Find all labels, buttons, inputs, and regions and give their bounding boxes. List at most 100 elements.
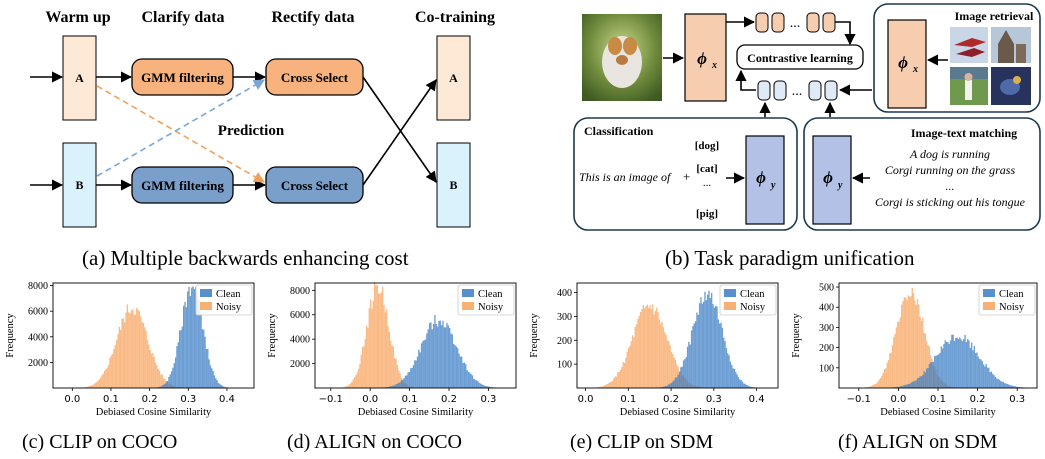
histogram-bar xyxy=(875,383,878,388)
histogram-bar xyxy=(373,282,376,388)
histogram-bar xyxy=(453,343,455,388)
image-text-matching-title: Image-text matching xyxy=(911,126,1017,140)
histogram-bar xyxy=(145,330,147,388)
histogram-bar xyxy=(901,304,903,388)
histogram-bar xyxy=(872,385,874,388)
histogram-bar xyxy=(955,337,957,388)
histogram-bar xyxy=(910,382,912,388)
histogram-bar xyxy=(158,370,161,388)
histogram-bar xyxy=(978,358,981,388)
feature-cell xyxy=(757,80,771,101)
histogram-bar xyxy=(883,369,886,388)
y-tick-label: 8000 xyxy=(290,286,310,297)
histogram-bar xyxy=(203,329,205,388)
histogram-bar xyxy=(729,361,732,388)
histogram-bar xyxy=(394,357,396,388)
histogram-bar xyxy=(902,300,904,388)
histogram-bar xyxy=(704,291,706,388)
histogram-bar xyxy=(941,348,944,388)
histogram-bar xyxy=(728,355,730,388)
stage-label-cotraining: Co-training xyxy=(415,9,495,26)
histogram-bar xyxy=(94,383,96,388)
histogram-bar xyxy=(902,385,904,388)
phi-y-matching-symbol: ϕ xyxy=(823,168,833,187)
histogram-bar xyxy=(959,337,961,388)
histogram-bar xyxy=(169,374,171,388)
histogram-bar xyxy=(427,329,429,388)
y-tick-label: 8000 xyxy=(28,281,48,292)
histogram-bar xyxy=(607,383,610,388)
histogram-bar xyxy=(985,364,987,388)
cross-select-label-bottom: Cross Select xyxy=(281,178,349,193)
caption-e: (e) CLIP on SDM xyxy=(570,431,714,453)
histogram-bar xyxy=(465,364,467,388)
histogram-bar xyxy=(868,386,870,388)
histogram-bar xyxy=(609,382,611,388)
phi-y-subscript: y xyxy=(770,180,776,191)
x-tick-label: 0.3 xyxy=(180,394,196,405)
histogram-bar xyxy=(396,364,399,388)
histogram-bar xyxy=(361,346,364,388)
histogram-bar xyxy=(945,341,948,388)
gmm-label-bottom: GMM filtering xyxy=(141,178,224,193)
histogram-bar xyxy=(454,345,456,388)
histogram-bar xyxy=(650,308,653,388)
histogram-bar xyxy=(940,346,942,388)
histogram-f: −0.1 0.0 0.1 0.2 0.3 100 200 300 400 500 Debiased … xyxy=(791,283,1038,418)
histogram-bar xyxy=(137,309,139,388)
histogram-bar xyxy=(414,360,416,388)
histogram-bar xyxy=(696,312,698,388)
histogram-bar xyxy=(360,354,362,388)
histogram-bar xyxy=(450,333,452,388)
histogram-bar xyxy=(879,377,882,388)
histogram-bar xyxy=(387,326,389,388)
histogram-bar xyxy=(953,341,956,388)
histogram-bar xyxy=(1010,385,1012,388)
feature-cell xyxy=(822,12,836,33)
histogram-bar xyxy=(113,348,115,388)
histogram-bar xyxy=(922,375,924,388)
histogram-bar xyxy=(648,307,650,388)
histogram-bar xyxy=(646,304,649,388)
histogram-bar xyxy=(398,382,400,388)
histogram-bar xyxy=(217,383,220,388)
histogram-bar xyxy=(99,377,102,388)
histogram-bar xyxy=(984,366,986,388)
histogram-bar xyxy=(191,287,193,388)
histogram-bar xyxy=(391,345,393,388)
histogram-bar xyxy=(912,293,915,388)
histogram-bar xyxy=(479,383,482,388)
histogram-bar xyxy=(395,358,397,388)
phi-x-retrieval-symbol: ϕ xyxy=(898,53,908,72)
histogram-bar xyxy=(912,381,915,388)
histogram-bar xyxy=(408,371,411,388)
y-tick-label: 200 xyxy=(819,343,834,354)
node-a-label: A xyxy=(75,71,84,85)
histogram-bar xyxy=(133,314,135,388)
histogram-bar xyxy=(903,297,905,388)
histogram-bar xyxy=(665,385,667,388)
histogram-bar xyxy=(386,309,388,388)
histogram-bar xyxy=(930,362,932,388)
histogram-bar xyxy=(652,304,654,388)
legend-swatch xyxy=(462,302,474,310)
histogram-bar xyxy=(355,375,357,388)
histogram-bar xyxy=(166,380,169,388)
histogram-bar xyxy=(700,297,702,388)
histogram-bar xyxy=(223,386,225,388)
histogram-bar xyxy=(141,322,143,388)
x-tick-label: 0.4 xyxy=(749,394,765,405)
histogram-bar xyxy=(384,312,387,388)
legend: Clean Noisy xyxy=(195,284,253,316)
histogram-bar xyxy=(665,334,667,388)
histogram-bar xyxy=(625,357,627,388)
histogram-bar xyxy=(449,328,451,388)
histogram-bar xyxy=(716,306,718,388)
histogram-bar xyxy=(936,355,938,388)
histogram-bar xyxy=(351,382,353,388)
histogram-bar xyxy=(447,325,449,388)
histogram-bar xyxy=(664,386,666,388)
histogram-bar xyxy=(481,384,483,388)
histogram-bar xyxy=(964,334,966,388)
y-tick-label: 500 xyxy=(819,283,834,294)
